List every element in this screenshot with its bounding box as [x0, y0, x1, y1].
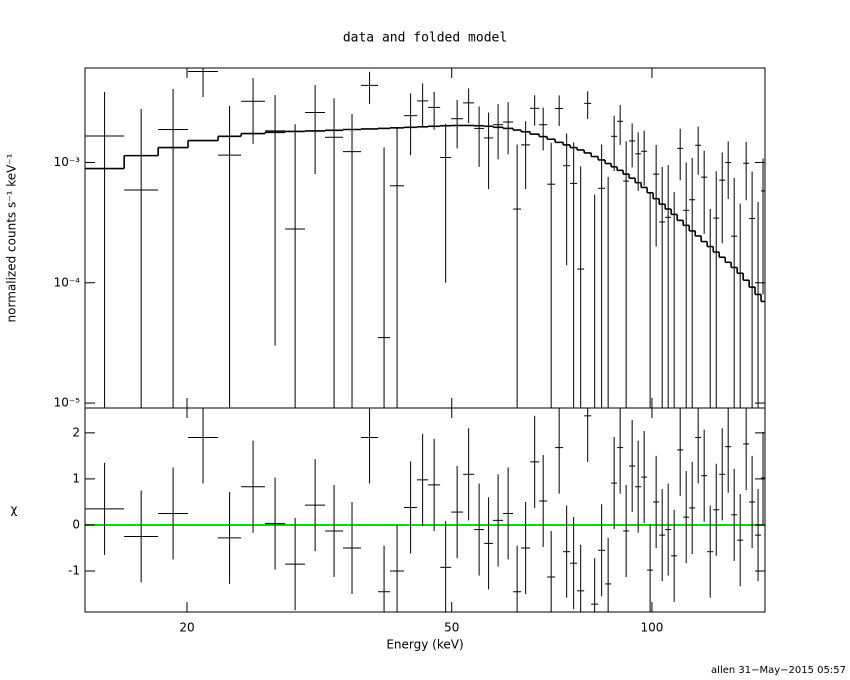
axes: 10⁻⁵ 10⁻⁴ 10⁻³ 20 50 100 -1 0 1 2	[54, 67, 766, 635]
plot-area	[85, 68, 765, 408]
y-tick-label: 10⁻³	[54, 155, 81, 169]
x-tick-label: 20	[179, 621, 194, 635]
y-tick-label: 10⁻⁵	[54, 396, 81, 410]
y-tick-label: -1	[68, 564, 80, 578]
footer: allen 31−May−2015 05:57	[711, 665, 846, 676]
y-tick-label: 1	[72, 471, 80, 485]
plot-frame	[84, 407, 766, 613]
y-tick-label: 0	[72, 517, 80, 531]
x-tick-label: 100	[640, 621, 663, 635]
x-tick-label: 50	[444, 621, 459, 635]
y-axis-label: normalized counts s⁻¹ keV⁻¹	[5, 153, 19, 322]
chart-title: data and folded model	[343, 31, 507, 46]
plot-area	[85, 408, 765, 612]
y-axis-label: χ	[11, 503, 18, 517]
y-tick-label: 2	[72, 425, 80, 439]
x-axis-label: Energy (keV)	[386, 638, 463, 652]
y-tick-label: 10⁻⁴	[54, 275, 81, 289]
